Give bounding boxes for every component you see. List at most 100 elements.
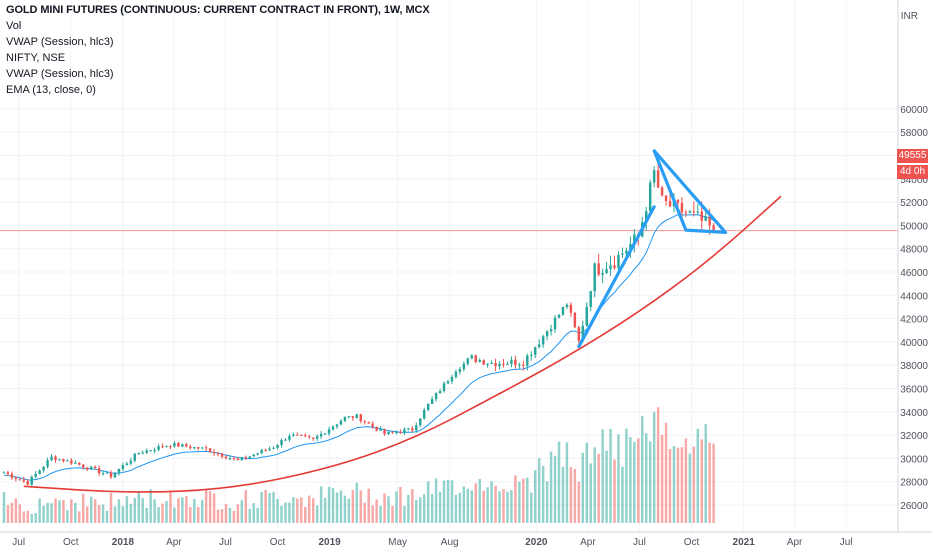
candle-body[interactable] (549, 329, 553, 332)
candle-body[interactable] (101, 473, 105, 475)
candle-body[interactable] (605, 269, 608, 273)
candle-body[interactable] (292, 434, 295, 437)
candle-body[interactable] (613, 265, 616, 269)
candle-body[interactable] (533, 347, 537, 355)
candle-body[interactable] (565, 304, 569, 307)
candle-body[interactable] (704, 216, 707, 221)
candle-body[interactable] (200, 447, 204, 449)
candle-body[interactable] (173, 443, 176, 447)
candle-body[interactable] (648, 182, 652, 212)
legend-line-ema[interactable]: EMA (13, close, 0) (6, 84, 96, 96)
candle-body[interactable] (629, 244, 632, 251)
candle-body[interactable] (692, 211, 696, 213)
candle-body[interactable] (411, 428, 414, 431)
candle-body[interactable] (74, 462, 77, 464)
candle-body[interactable] (660, 187, 664, 196)
candle-body[interactable] (181, 444, 184, 447)
candle-body[interactable] (248, 456, 251, 459)
candle-body[interactable] (153, 450, 156, 452)
candle-body[interactable] (319, 433, 323, 437)
candle-body[interactable] (664, 195, 668, 201)
candle-body[interactable] (228, 458, 232, 460)
candle-body[interactable] (137, 452, 140, 454)
candle-body[interactable] (557, 314, 561, 318)
legend-line-nifty[interactable]: NIFTY, NSE (6, 52, 66, 64)
candle-body[interactable] (260, 449, 263, 454)
candle-body[interactable] (367, 422, 370, 424)
candle-body[interactable] (510, 359, 513, 364)
candle-body[interactable] (169, 446, 172, 448)
candle-body[interactable] (391, 431, 394, 433)
candle-body[interactable] (474, 355, 477, 363)
legend-line-vwap-1[interactable]: VWAP (Session, hlc3) (6, 36, 114, 48)
candle-body[interactable] (30, 476, 33, 485)
candle-body[interactable] (42, 466, 45, 471)
candle-body[interactable] (224, 456, 228, 459)
candle-body[interactable] (569, 304, 573, 313)
candle-body[interactable] (426, 403, 430, 411)
candle-body[interactable] (470, 355, 474, 359)
candle-body[interactable] (526, 355, 529, 366)
candle-body[interactable] (197, 447, 200, 449)
candle-body[interactable] (454, 371, 458, 377)
candle-body[interactable] (311, 437, 315, 439)
candle-body[interactable] (6, 472, 10, 474)
trendlines-layer[interactable] (23, 149, 782, 493)
candle-body[interactable] (272, 447, 275, 449)
candle-body[interactable] (89, 466, 93, 470)
candle-body[interactable] (371, 423, 374, 427)
candle-body[interactable] (450, 376, 454, 382)
candle-body[interactable] (185, 444, 188, 447)
candle-body[interactable] (359, 414, 363, 422)
candle-body[interactable] (129, 460, 133, 464)
candle-body[interactable] (78, 462, 81, 465)
legend-line-vol[interactable]: Vol (6, 20, 22, 32)
candle-body[interactable] (109, 472, 113, 478)
triangle-pattern[interactable] (652, 149, 728, 234)
candle-body[interactable] (264, 449, 267, 451)
candle-body[interactable] (676, 199, 680, 203)
candle-body[interactable] (276, 445, 279, 448)
candle-body[interactable] (581, 325, 585, 341)
candle-body[interactable] (442, 383, 446, 392)
candle-body[interactable] (645, 211, 648, 223)
candle-body[interactable] (688, 211, 692, 213)
candle-body[interactable] (656, 170, 660, 188)
candle-body[interactable] (621, 253, 624, 255)
candle-body[interactable] (708, 216, 711, 226)
candle-body[interactable] (446, 381, 450, 384)
candle-body[interactable] (220, 453, 224, 457)
candle-body[interactable] (339, 420, 343, 425)
candle-body[interactable] (66, 460, 69, 462)
candle-body[interactable] (363, 421, 366, 423)
candle-body[interactable] (236, 458, 240, 461)
candle-body[interactable] (490, 362, 493, 364)
candle-body[interactable] (712, 225, 715, 231)
candle-body[interactable] (541, 336, 545, 345)
candle-body[interactable] (157, 446, 160, 451)
candle-body[interactable] (212, 452, 216, 454)
candle-body[interactable] (597, 263, 600, 275)
candle-body[interactable] (633, 234, 636, 245)
candle-body[interactable] (589, 291, 592, 307)
candle-body[interactable] (514, 359, 517, 365)
candle-body[interactable] (315, 436, 319, 439)
candle-body[interactable] (26, 481, 29, 485)
candle-body[interactable] (343, 416, 347, 421)
symbol-title[interactable]: GOLD MINI FUTURES (CONTINUOUS: CURRENT C… (6, 4, 430, 16)
candle-body[interactable] (553, 317, 557, 330)
candle-body[interactable] (700, 211, 703, 221)
candle-body[interactable] (399, 432, 402, 434)
candle-body[interactable] (680, 202, 684, 213)
candle-body[interactable] (537, 344, 541, 348)
candle-body[interactable] (46, 460, 49, 467)
candle-body[interactable] (407, 428, 410, 430)
candle-body[interactable] (351, 416, 355, 418)
candle-body[interactable] (617, 254, 620, 269)
candle-body[interactable] (189, 446, 192, 449)
support-trendline[interactable] (577, 205, 656, 349)
candle-body[interactable] (387, 431, 390, 435)
candle-body[interactable] (530, 354, 533, 356)
candle-body[interactable] (625, 250, 628, 254)
